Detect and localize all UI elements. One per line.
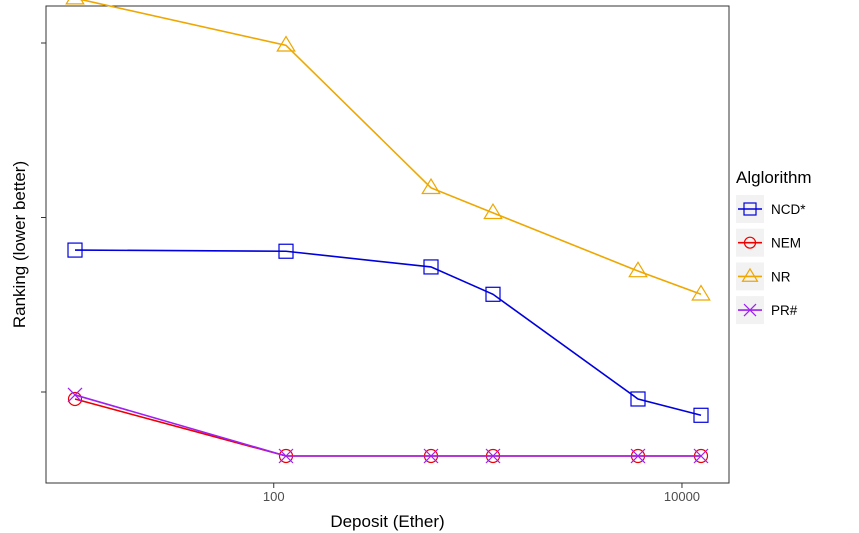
series-nr-line — [79, 0, 702, 296]
series-nem-point-0 — [67, 391, 83, 407]
y-axis-title: Ranking (lower better) — [10, 161, 29, 328]
series-pr-point-4-stroke-b — [630, 448, 646, 464]
legend-key-marker-nem — [743, 236, 757, 249]
plot-panel-border — [45, 5, 730, 484]
series-pr-point-2-stroke-b — [423, 448, 439, 464]
series-pr-point-1-stroke-b — [278, 448, 294, 464]
legend-item-ncd: NCD* — [736, 195, 806, 223]
series-ncd-point-3 — [485, 286, 501, 302]
series-pr-point-0 — [67, 387, 83, 403]
legend-title: Alglorithm — [736, 168, 812, 187]
legend-key-marker-nr — [741, 267, 759, 282]
series-nr-point-4 — [628, 261, 648, 278]
series-ncd-point-0 — [67, 242, 83, 258]
x-axis-title: Deposit (Ether) — [330, 512, 444, 531]
legend: Alglorithm NCD* NEM NR PR# — [736, 168, 812, 325]
x-tick-label-1: 10000 — [664, 489, 700, 504]
x-tick-label-0: 100 — [263, 489, 285, 504]
series-pr-point-2 — [423, 448, 439, 464]
series-nr-point-2 — [421, 177, 441, 195]
legend-item-pr: PR# — [736, 296, 798, 325]
series-ncd-line — [74, 249, 702, 417]
legend-label-pr: PR# — [771, 303, 798, 318]
series-ncd-point-2 — [423, 259, 439, 275]
legend-key-marker-ncd — [743, 202, 757, 216]
series-pr-point-5 — [693, 448, 709, 464]
legend-item-nem: NEM — [736, 228, 801, 257]
series-ncd-point-4 — [630, 391, 646, 407]
legend-items: NCD* NEM NR PR# — [736, 195, 806, 325]
legend-item-nr: NR — [736, 262, 791, 291]
series-nr-point-5 — [691, 284, 711, 301]
axes: 100 10000 — [41, 5, 730, 504]
series-pr-point-0-stroke-b — [67, 387, 83, 403]
series-pr-point-5-stroke-b — [693, 448, 709, 464]
series-pr-point-3-stroke-b — [485, 448, 501, 464]
legend-key-marker-pr-stroke-b — [743, 303, 757, 317]
series-pr-point-1 — [278, 448, 294, 464]
series-ncd-point-1 — [278, 243, 294, 259]
series-nr — [65, 0, 711, 301]
legend-label-nr: NR — [771, 269, 791, 284]
series-nr-point-1 — [276, 35, 296, 52]
series-pr-line — [74, 394, 701, 457]
legend-label-nem: NEM — [771, 236, 801, 251]
series-ncd-point-5 — [693, 407, 709, 423]
series-pr-point-4 — [630, 448, 646, 464]
series-nr-point-0 — [65, 0, 85, 5]
series-pr — [67, 387, 709, 464]
series-pr-point-3 — [485, 448, 501, 464]
series-layer — [65, 0, 711, 464]
series-ncd — [67, 242, 709, 423]
legend-label-ncd: NCD* — [771, 202, 806, 217]
series-nr-point-3 — [483, 202, 503, 220]
legend-key-marker-pr — [743, 303, 757, 317]
